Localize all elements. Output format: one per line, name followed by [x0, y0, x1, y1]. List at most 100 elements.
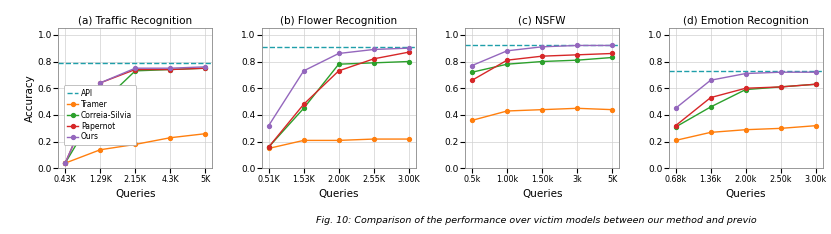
Correia-Silvia — [671, 126, 681, 128]
Tramer — [537, 108, 547, 111]
Correia-Silvia — [811, 83, 821, 86]
Ours — [573, 44, 583, 47]
Line: Papernot: Papernot — [267, 50, 411, 149]
Correia-Silvia — [404, 60, 414, 63]
API — [60, 62, 70, 64]
Tramer — [60, 162, 70, 165]
Tramer — [740, 128, 750, 131]
Papernot — [404, 51, 414, 54]
Papernot — [130, 68, 140, 71]
API — [467, 43, 477, 46]
Line: Papernot: Papernot — [674, 82, 818, 128]
Line: Ours: Ours — [470, 44, 614, 67]
Ours — [502, 49, 512, 52]
Papernot — [298, 103, 308, 106]
Ours — [607, 44, 617, 47]
Tramer — [165, 136, 175, 139]
Correia-Silvia — [200, 67, 210, 69]
Papernot — [60, 162, 70, 165]
Y-axis label: Accuracy: Accuracy — [25, 74, 35, 122]
Papernot — [740, 87, 750, 90]
Correia-Silvia — [573, 59, 583, 62]
Papernot — [200, 67, 210, 69]
Tramer — [298, 139, 308, 142]
Tramer — [671, 139, 681, 142]
Correia-Silvia — [537, 60, 547, 63]
Tramer — [404, 138, 414, 140]
Tramer — [334, 139, 344, 142]
Ours — [537, 45, 547, 48]
Correia-Silvia — [502, 63, 512, 66]
Papernot — [334, 69, 344, 72]
Papernot — [775, 85, 785, 88]
Title: (a) Traffic Recognition: (a) Traffic Recognition — [78, 16, 192, 26]
Line: Papernot: Papernot — [63, 66, 207, 165]
Line: Ours: Ours — [674, 70, 818, 110]
X-axis label: Queries: Queries — [522, 189, 563, 199]
Correia-Silvia — [334, 63, 344, 66]
Papernot — [165, 68, 175, 71]
Tramer — [467, 119, 477, 122]
Line: Correia-Silvia: Correia-Silvia — [267, 60, 411, 149]
Title: (c) NSFW: (c) NSFW — [519, 16, 566, 26]
Correia-Silvia — [96, 103, 106, 106]
Correia-Silvia — [740, 88, 750, 91]
Ours — [706, 79, 715, 82]
Tramer — [200, 132, 210, 135]
Papernot — [263, 146, 273, 149]
Tramer — [607, 108, 617, 111]
Ours — [369, 48, 379, 51]
Correia-Silvia — [369, 62, 379, 64]
Correia-Silvia — [60, 162, 70, 165]
Ours — [334, 52, 344, 55]
Papernot — [537, 55, 547, 58]
Ours — [130, 67, 140, 69]
Correia-Silvia — [298, 107, 308, 110]
Correia-Silvia — [607, 56, 617, 59]
Correia-Silvia — [467, 71, 477, 74]
Correia-Silvia — [165, 68, 175, 71]
Correia-Silvia — [775, 85, 785, 88]
Ours — [263, 124, 273, 127]
Ours — [96, 81, 106, 84]
Legend: API, Tramer, Correia-Silvia, Papernot, Ours: API, Tramer, Correia-Silvia, Papernot, O… — [63, 85, 136, 145]
Tramer — [706, 131, 715, 134]
Ours — [298, 69, 308, 72]
Tramer — [573, 107, 583, 110]
Ours — [467, 64, 477, 67]
Line: Correia-Silvia: Correia-Silvia — [674, 82, 818, 129]
Tramer — [775, 127, 785, 130]
Papernot — [369, 57, 379, 60]
X-axis label: Queries: Queries — [318, 189, 359, 199]
Ours — [671, 107, 681, 110]
API — [706, 69, 715, 72]
Line: Correia-Silvia: Correia-Silvia — [470, 55, 614, 74]
Line: Ours: Ours — [267, 46, 411, 128]
Line: Tramer: Tramer — [674, 124, 818, 142]
Tramer — [130, 143, 140, 146]
Correia-Silvia — [263, 146, 273, 149]
API — [502, 43, 512, 46]
Tramer — [96, 148, 106, 151]
Text: Fig. 10: Comparison of the performance over victim models between our method and: Fig. 10: Comparison of the performance o… — [316, 216, 756, 225]
Line: Tramer: Tramer — [267, 137, 411, 150]
Ours — [775, 71, 785, 74]
X-axis label: Queries: Queries — [115, 189, 155, 199]
X-axis label: Queries: Queries — [725, 189, 766, 199]
Ours — [165, 67, 175, 69]
Line: Tramer: Tramer — [63, 132, 207, 165]
Papernot — [96, 81, 106, 84]
Ours — [60, 162, 70, 165]
Papernot — [607, 52, 617, 55]
Ours — [404, 47, 414, 50]
Papernot — [671, 124, 681, 127]
Tramer — [369, 138, 379, 140]
Tramer — [502, 110, 512, 112]
API — [298, 46, 308, 49]
API — [96, 62, 106, 64]
Papernot — [811, 83, 821, 86]
API — [263, 46, 273, 49]
Ours — [200, 66, 210, 68]
Title: (d) Emotion Recognition: (d) Emotion Recognition — [683, 16, 809, 26]
Papernot — [502, 59, 512, 62]
